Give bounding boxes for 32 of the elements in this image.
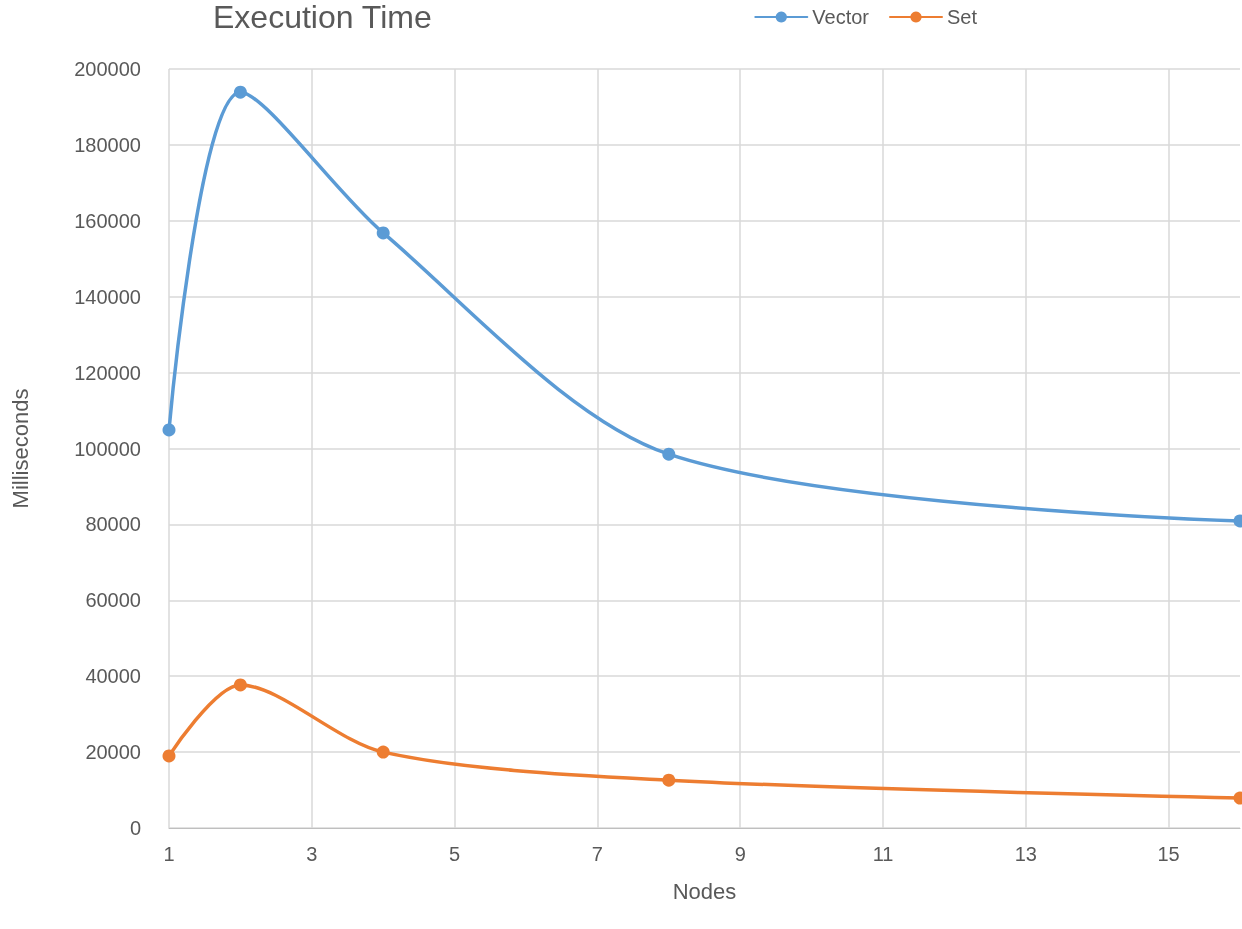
x-tick-label: 3 (306, 843, 318, 865)
x-axis-title: Nodes (672, 878, 737, 904)
x-tick-label: 11 (872, 843, 894, 865)
point (376, 226, 390, 240)
y-tick-label: 180000 (74, 133, 141, 156)
x-tick-label: 7 (591, 843, 603, 865)
point (162, 749, 176, 763)
x-tick-label: 13 (1014, 843, 1037, 865)
y-tick-label: 60000 (85, 589, 141, 612)
y-tick-label: 140000 (74, 285, 141, 308)
point (233, 85, 247, 99)
y-tick-label: 0 (129, 817, 141, 839)
chart-title: Execution Time (213, 0, 432, 35)
point (162, 423, 176, 437)
x-tick-label: 1 (163, 843, 175, 865)
point (376, 745, 390, 759)
y-tick-label: 160000 (74, 209, 141, 232)
y-tick-label: 80000 (85, 513, 141, 536)
x-tick-label: 15 (1157, 843, 1180, 865)
x-tick-label: 5 (449, 843, 461, 865)
y-tick-label: 40000 (85, 665, 141, 688)
legend-label: Set (946, 6, 978, 28)
y-tick-label: 200000 (74, 58, 141, 80)
point (233, 678, 247, 692)
y-tick-label: 100000 (74, 437, 141, 460)
y-tick-label: 120000 (74, 361, 141, 384)
point (662, 447, 676, 461)
legend-label: Vector (812, 6, 870, 28)
point (662, 773, 676, 787)
x-tick-label: 9 (734, 843, 746, 865)
y-axis-title: Milliseconds (7, 388, 33, 509)
y-tick-label: 20000 (85, 741, 141, 764)
